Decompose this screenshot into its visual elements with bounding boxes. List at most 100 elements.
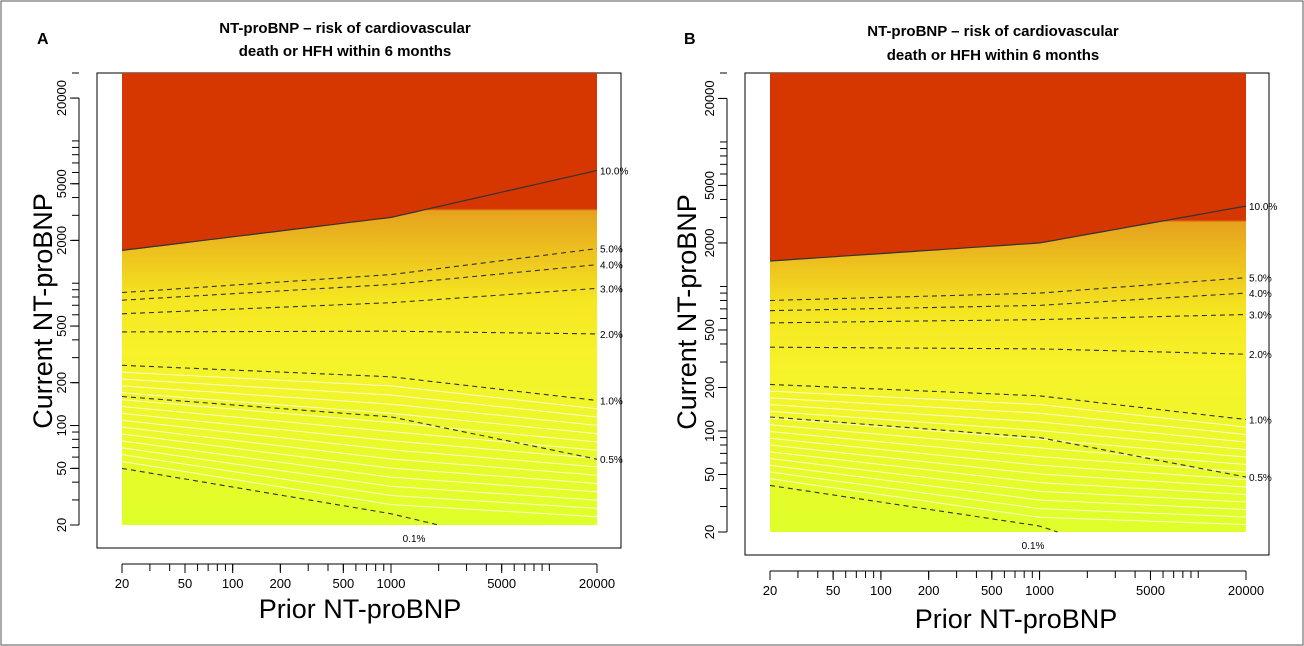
contour-line [121, 364, 598, 402]
contour-line [121, 395, 598, 460]
contour-label: 1.0% [600, 396, 623, 407]
y-tick-label: 100 [702, 420, 717, 442]
isoline [121, 371, 598, 410]
contour-line [769, 277, 1247, 302]
isoline [769, 397, 1247, 435]
x-tick-label: 100 [222, 576, 244, 591]
contour-line [769, 313, 1247, 324]
isoline [121, 461, 598, 518]
contour-line [769, 484, 1058, 533]
contour-line [121, 264, 598, 301]
isoline [121, 378, 598, 418]
chart-title-a-line-2: death or HFH within 6 months [239, 43, 452, 60]
contour-line [769, 205, 1247, 262]
contours-b [769, 205, 1247, 533]
x-tick-label: 200 [269, 576, 291, 591]
high-risk-region-b [770, 73, 1246, 261]
contour-label: 10.0% [1249, 202, 1277, 213]
y-tick-label: 5000 [702, 171, 717, 200]
isoline [769, 451, 1247, 495]
isoline [769, 464, 1247, 510]
x-tick-label: 20 [115, 576, 129, 591]
isoline [769, 424, 1247, 465]
y-tick-label: 50 [54, 461, 69, 475]
isoline [121, 419, 598, 468]
contour-line [769, 416, 1247, 478]
isoline [769, 437, 1247, 480]
isoline [769, 444, 1247, 488]
y-axis-label-b: Current NT-proBNP [672, 194, 702, 430]
isolines-b [769, 390, 1247, 525]
contour-line [122, 330, 598, 335]
y-axis-b: 20 50 100 200 500 2000 5000 20000 [702, 72, 728, 539]
isolines-a [121, 371, 598, 518]
contour-labels-a: 10.0% 5.0% 4.0% 3.0% 2.0% 1.0% 0.5% 0.1% [403, 166, 629, 545]
x-tick-label: 500 [332, 576, 354, 591]
x-tick-label: 20000 [579, 576, 615, 591]
x-tick-label: 5000 [487, 576, 516, 591]
isoline [121, 433, 598, 484]
x-tick-label: 50 [826, 583, 840, 598]
isoline [121, 454, 598, 509]
y-tick-label: 100 [54, 415, 69, 437]
x-tick-label: 20000 [1228, 583, 1264, 598]
x-axis-label-b: Prior NT-proBNP [915, 604, 1118, 634]
isoline [769, 458, 1247, 503]
x-tick-label: 20 [763, 583, 777, 598]
isoline [769, 390, 1247, 428]
isoline [121, 447, 598, 501]
contour-label: 0.5% [600, 455, 623, 466]
isoline [121, 426, 598, 476]
contour-label: 3.0% [600, 284, 623, 295]
contour-line [770, 346, 1247, 355]
x-tick-label: 1000 [1025, 583, 1054, 598]
isoline [769, 471, 1247, 518]
contour-label: 4.0% [1249, 289, 1272, 300]
contour-label: 10.0% [600, 166, 628, 177]
x-tick-label: 5000 [1136, 583, 1165, 598]
x-tick-label: 50 [178, 576, 192, 591]
isoline [121, 392, 598, 435]
x-tick-label: 200 [918, 583, 940, 598]
contour-label: 2.0% [1249, 350, 1272, 361]
y-axis-label-a: Current NT-proBNP [28, 193, 58, 429]
x-tick-label: 500 [981, 583, 1003, 598]
contour-line [121, 287, 598, 315]
chart-title-b-line-1: NT-proBNP – risk of cardiovascular [867, 23, 1119, 40]
chart-title-a-line-1: NT-proBNP – risk of cardiovascular [219, 20, 471, 37]
x-axis-label-a: Prior NT-proBNP [259, 594, 462, 624]
y-tick-label: 2000 [702, 229, 717, 258]
contour-label: 2.0% [600, 330, 623, 341]
contour-line [121, 248, 598, 294]
isoline [121, 412, 598, 460]
contour-label: 0.1% [403, 534, 426, 545]
high-risk-region-a [122, 73, 597, 251]
panel-b: B NT-proBNP – risk of cardiovascular dea… [672, 23, 1277, 634]
chart-title-b-line-2: death or HFH within 6 months [887, 47, 1100, 64]
contour-label: 4.0% [600, 261, 623, 272]
contour-line [769, 292, 1247, 312]
y-tick-label: 200 [702, 377, 717, 399]
contours-a [121, 169, 598, 526]
y-tick-label: 50 [702, 467, 717, 481]
contour-line [769, 383, 1247, 421]
contour-label: 0.5% [1249, 473, 1272, 484]
isoline [769, 410, 1247, 450]
y-tick-label: 20 [702, 525, 717, 539]
isoline [121, 440, 598, 493]
contour-label: 3.0% [1249, 310, 1272, 321]
panel-label-a: A [37, 31, 49, 48]
panel-label-b: B [684, 31, 696, 48]
y-tick-label: 200 [54, 372, 69, 394]
y-tick-label: 2000 [54, 226, 69, 255]
y-tick-label: 20000 [54, 80, 69, 116]
isoline [769, 404, 1247, 443]
isoline [769, 417, 1247, 458]
contour-label: 5.0% [1249, 274, 1272, 285]
contour-label: 0.1% [1022, 541, 1045, 552]
y-tick-label: 500 [54, 315, 69, 337]
y-tick-label: 5000 [54, 169, 69, 198]
y-tick-label: 500 [702, 319, 717, 341]
